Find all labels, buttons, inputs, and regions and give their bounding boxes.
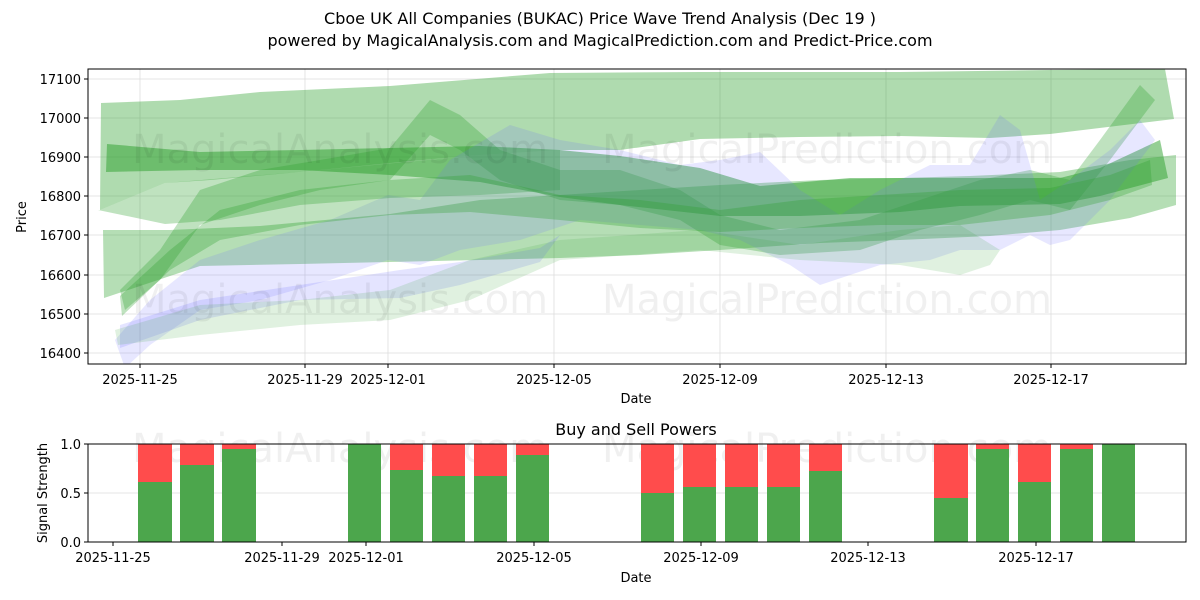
band-blue-wave	[115, 115, 1155, 364]
band-blue-low	[120, 235, 560, 348]
y-tick: 17000	[40, 112, 81, 127]
x-tick: 2025-11-29	[267, 373, 343, 388]
x-tick: 2025-11-25	[102, 373, 178, 388]
price-x-tick-labels: 2025-11-25 2025-11-29 2025-12-01 2025-12…	[102, 373, 1089, 388]
power-x-tick-marks	[112, 542, 1037, 546]
x-tick: 2025-12-01	[328, 551, 404, 566]
y-tick: 16700	[40, 229, 81, 244]
band-core-dark	[120, 160, 1152, 316]
x-tick: 2025-12-09	[663, 551, 739, 566]
price-y-tick-labels: 17100 17000 16900 16800 16700 16600 1650…	[40, 73, 81, 362]
price-x-tick-marks	[139, 364, 1052, 368]
band-green-bottom	[115, 225, 1000, 345]
y-tick: 16600	[40, 269, 81, 284]
x-tick: 2025-11-25	[75, 551, 151, 566]
chart-subtitle: powered by MagicalAnalysis.com and Magic…	[267, 31, 933, 50]
band-green-wave-1	[120, 85, 1155, 310]
power-chart-title: Buy and Sell Powers	[555, 420, 717, 439]
x-tick: 2025-12-09	[682, 373, 758, 388]
band-mid-dark	[106, 140, 1168, 216]
y-tick: 1.0	[60, 438, 81, 453]
watermark-prediction-top: MagicalPrediction.com	[602, 127, 1052, 173]
watermark-analysis-mid: MagicalAnalysis.com	[132, 277, 548, 323]
band-upper-wide	[100, 69, 1174, 210]
price-chart: MagicalAnalysis.com MagicalPrediction.co…	[15, 68, 1187, 407]
y-tick: 16800	[40, 190, 81, 205]
watermark-prediction-mid: MagicalPrediction.com	[602, 277, 1052, 323]
y-tick: 16900	[40, 151, 81, 166]
chart-title: Cboe UK All Companies (BUKAC) Price Wave…	[324, 9, 876, 28]
wave-bands	[98, 69, 1176, 364]
power-y-tick-marks	[84, 443, 88, 543]
x-tick: 2025-12-17	[998, 551, 1074, 566]
y-tick: 0.0	[60, 536, 81, 551]
power-x-tick-labels: 2025-11-25 2025-11-29 2025-12-01 2025-12…	[75, 551, 1074, 566]
power-x-axis-label: Date	[620, 571, 651, 586]
price-y-tick-marks	[84, 78, 88, 354]
price-x-axis-label: Date	[620, 392, 651, 407]
x-tick: 2025-12-13	[830, 551, 906, 566]
x-tick: 2025-12-17	[1013, 373, 1089, 388]
y-tick: 16400	[40, 347, 81, 362]
power-chart: Buy and Sell Powers MagicalAnalysis.com …	[36, 420, 1187, 586]
y-tick: 0.5	[60, 487, 81, 502]
band-lower-wide	[103, 155, 1176, 298]
power-y-axis-label: Signal Strength	[36, 443, 51, 543]
price-y-axis-label: Price	[15, 201, 30, 233]
x-tick: 2025-12-13	[848, 373, 924, 388]
power-y-tick-labels: 1.0 0.5 0.0	[60, 438, 81, 551]
y-tick: 16500	[40, 308, 81, 323]
x-tick: 2025-12-05	[516, 373, 592, 388]
power-bars	[138, 444, 1135, 542]
x-tick: 2025-12-05	[496, 551, 572, 566]
price-plot-frame	[87, 68, 1187, 365]
watermark-analysis-top: MagicalAnalysis.com	[132, 127, 548, 173]
x-tick: 2025-12-01	[350, 373, 426, 388]
y-tick: 17100	[40, 73, 81, 88]
x-tick: 2025-11-29	[244, 551, 320, 566]
